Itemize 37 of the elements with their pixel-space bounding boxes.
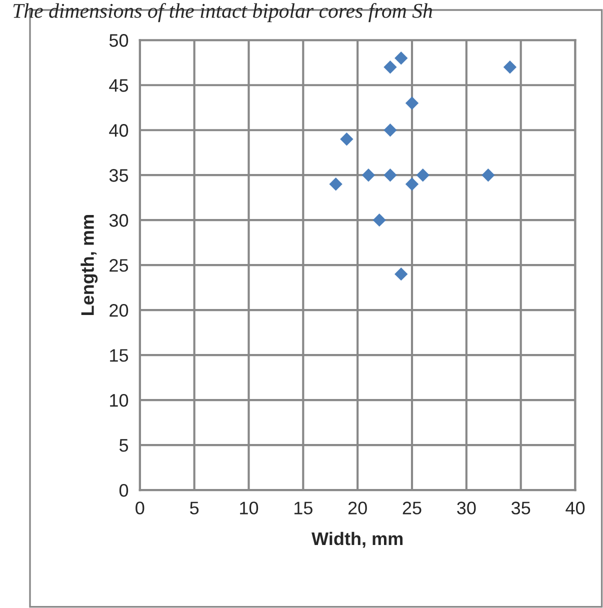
- point: [482, 168, 495, 182]
- y-tick-label: 0: [119, 484, 128, 497]
- y-tick-label: 15: [110, 349, 128, 362]
- y-tick-label: 35: [109, 169, 128, 182]
- x-tick-label: 25: [402, 502, 422, 514]
- x-tick-label: 20: [348, 502, 367, 514]
- point: [405, 178, 419, 191]
- point: [362, 168, 376, 182]
- point: [394, 52, 408, 65]
- point: [340, 132, 354, 146]
- point: [405, 96, 419, 110]
- y-tick-label: 10: [110, 394, 128, 407]
- y-tick-label: 45: [109, 79, 128, 92]
- y-tick-label: 20: [110, 304, 128, 317]
- point: [372, 214, 386, 227]
- x-tick-label: 10: [240, 502, 258, 514]
- point: [503, 60, 517, 74]
- y-tick-label: 5: [119, 439, 128, 452]
- x-tick-label: 15: [294, 502, 312, 514]
- point: [384, 124, 397, 137]
- x-tick-label: 40: [566, 502, 585, 514]
- y-tick-label: 40: [109, 124, 128, 137]
- x-tick-label: 35: [511, 502, 530, 514]
- y-tick-label: 30: [109, 214, 128, 227]
- point: [416, 168, 430, 182]
- x-tick-label: 0: [136, 502, 144, 514]
- point: [394, 268, 408, 281]
- x-tick-label: 5: [190, 502, 199, 514]
- y-tick-label: 25: [110, 259, 128, 272]
- point: [384, 60, 397, 74]
- x-axis-title: Width, mm: [312, 532, 403, 548]
- y-axis-title: Length, mm: [80, 215, 98, 316]
- chart-title: The dimensions of the intact bipolar cores from Sh: [13, 3, 432, 22]
- x-tick-label: 30: [457, 502, 476, 514]
- point: [329, 178, 342, 191]
- point: [384, 168, 397, 182]
- y-tick-label: 50: [109, 34, 128, 47]
